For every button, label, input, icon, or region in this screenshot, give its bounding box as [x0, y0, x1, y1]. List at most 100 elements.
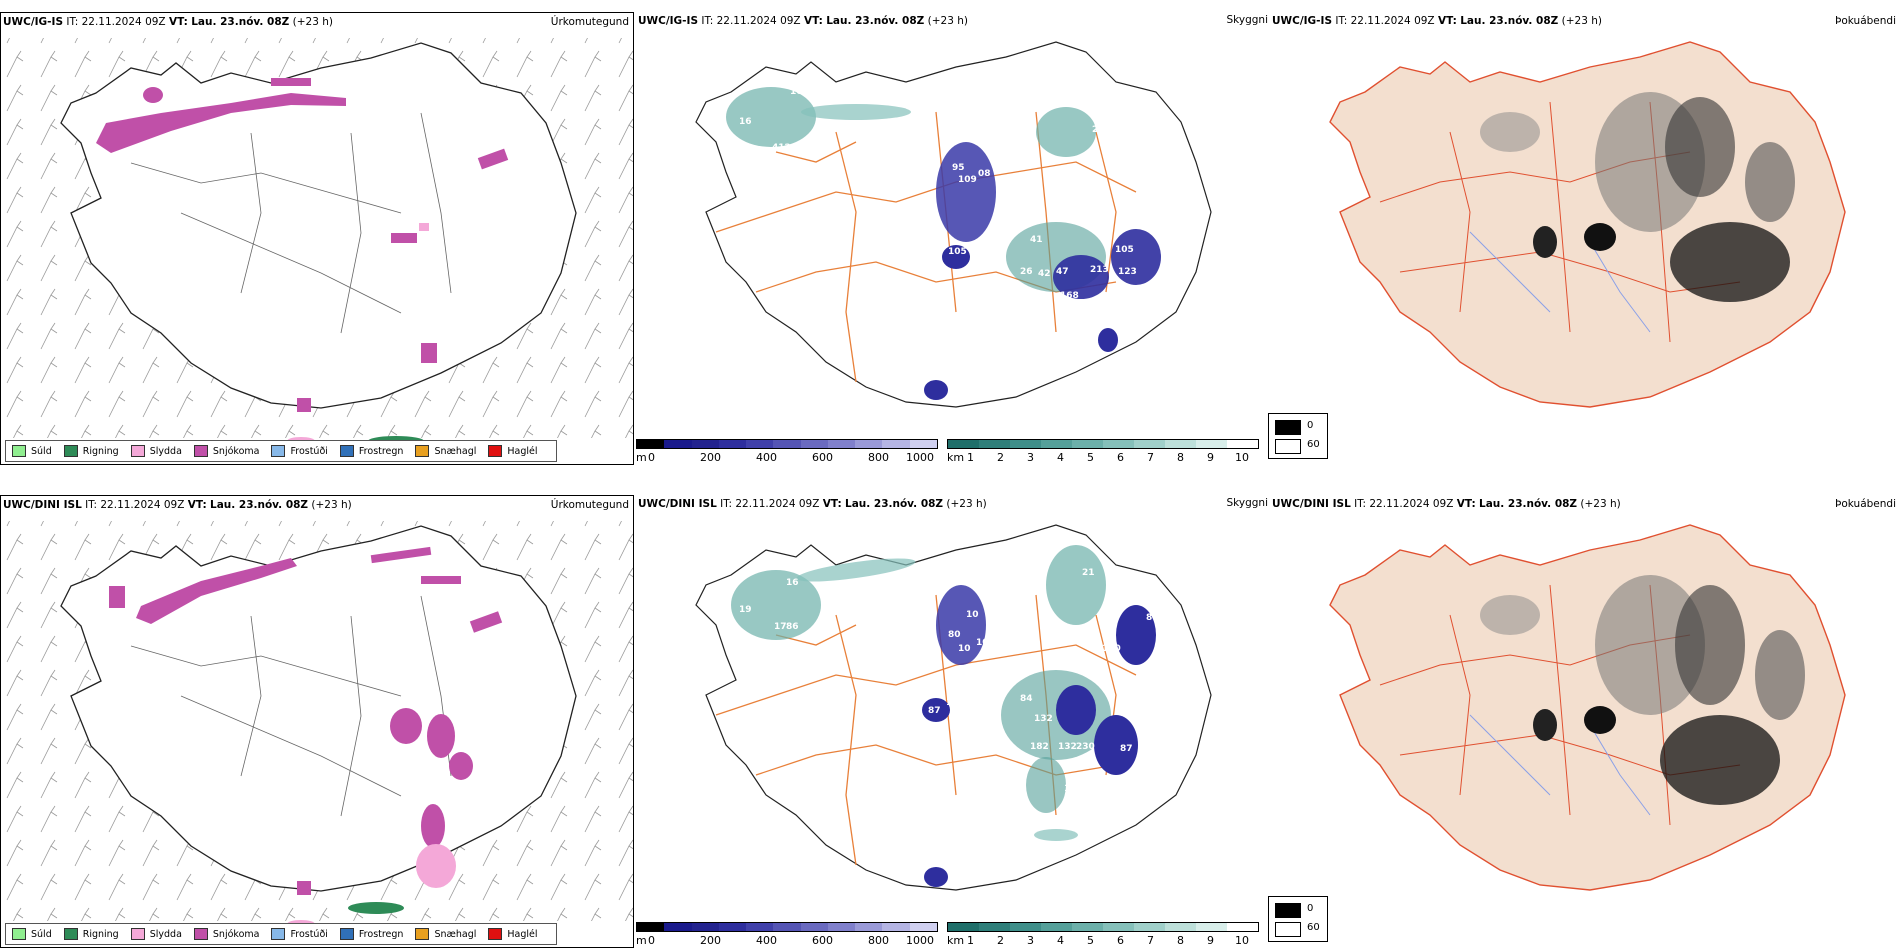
- ceiling-label: 10: [976, 638, 989, 648]
- legend-swatch: [130, 928, 145, 940]
- ceiling-label: 80: [948, 630, 961, 640]
- precip-legend: Súld Rigning Slydda Snjókoma Frostúði Fr…: [5, 440, 557, 462]
- fog-legend: 0 60: [1268, 413, 1328, 459]
- legend-item: Súld: [12, 445, 52, 457]
- precip-map: [3, 521, 633, 928]
- ceiling-label: 86: [786, 622, 799, 632]
- precip-type-panel-1: UWC/IG-IS IT: 22.11.2024 09Z VT: Lau. 23…: [0, 12, 634, 465]
- tick-label: 0: [648, 451, 655, 464]
- legend-swatch: [63, 445, 78, 457]
- ceiling-label: 105: [948, 247, 967, 257]
- legend-swatch: [193, 445, 208, 457]
- tick-label: 3: [1027, 451, 1034, 464]
- ceiling-label: 89: [1054, 213, 1067, 223]
- panel-header: UWC/IG-IS IT: 22.11.2024 09Z VT: Lau. 23…: [3, 16, 333, 28]
- legend-swatch: [12, 928, 26, 940]
- legend-item: Snjókoma: [193, 928, 259, 940]
- tick-label: 10: [1235, 451, 1249, 464]
- fog-value-top: 0: [1307, 903, 1314, 914]
- tick-label: 7: [1147, 451, 1154, 464]
- fog-index-panel-2: UWC/DINI ISL IT: 22.11.2024 09Z VT: Lau.…: [1270, 495, 1900, 948]
- ceiling-label: 10: [958, 644, 971, 654]
- legend-swatch: [339, 928, 354, 940]
- legend-swatch: [271, 445, 286, 457]
- cloud-map: 16 19 17 86 80 10 10 10 87 16 84 132 182…: [695, 524, 1212, 891]
- snow-band: [96, 93, 346, 153]
- legend-swatch: [488, 928, 503, 940]
- legend-swatch: [488, 445, 503, 457]
- tick-label: 4: [1057, 934, 1064, 947]
- ceiling-label: 56: [962, 103, 975, 113]
- panel-title: Skyggni: [1226, 14, 1269, 26]
- tick-label: 7: [1147, 934, 1154, 947]
- iceland-outline: [1329, 41, 1846, 408]
- tick-label: 600: [812, 451, 833, 464]
- ceiling-label: 182: [1030, 742, 1049, 752]
- tick-label: 9: [1207, 451, 1214, 464]
- ceiling-label: 10: [966, 610, 979, 620]
- panel-title: Skyggni: [1226, 497, 1269, 509]
- ceiling-label: 190: [1102, 644, 1121, 654]
- visibility-colorbar: km 1 2 3 4 5 6 7 8 9 10: [947, 439, 1259, 464]
- ceiling-label: 16: [739, 117, 752, 127]
- tick-label: 2: [997, 934, 1004, 947]
- legend-item: Haglél: [488, 928, 538, 940]
- legend-swatch: [193, 928, 208, 940]
- panel-header: UWC/IG-IS IT: 22.11.2024 09Z VT: Lau. 23…: [638, 15, 968, 27]
- ceiling-label: 08: [978, 169, 991, 179]
- legend-swatch: [271, 928, 286, 940]
- tick-label: 2: [997, 451, 1004, 464]
- tick-label: 0: [648, 934, 655, 947]
- ceiling-label: 42: [1038, 269, 1051, 279]
- ceiling-label: 28: [1092, 125, 1105, 135]
- panel-title: Úrkomutegund: [550, 499, 629, 511]
- legend-item: Snjókoma: [193, 445, 259, 457]
- ceiling-label: 168: [1060, 291, 1079, 301]
- legend-item: Slydda: [130, 928, 182, 940]
- legend-swatch: [415, 928, 430, 940]
- legend-item: Haglél: [488, 445, 538, 457]
- visibility-unit: km: [947, 451, 965, 464]
- ceiling-label: 16: [946, 698, 959, 708]
- ceiling-label: 213: [1090, 265, 1109, 275]
- ceiling-label: 16: [786, 578, 799, 588]
- legend-item: Frostregn: [339, 445, 403, 457]
- fog-map: [1329, 41, 1846, 408]
- ceiling-label: 87: [928, 706, 941, 716]
- fog-swatch-bottom: [1275, 439, 1301, 454]
- fog-value-bottom: 60: [1307, 922, 1320, 933]
- precip-legend: Súld Rigning Slydda Snjókoma Frostúði Fr…: [5, 923, 557, 945]
- tick-label: 9: [1207, 934, 1214, 947]
- tick-label: 5: [1087, 934, 1094, 947]
- ceiling-label: 80: [1146, 613, 1159, 623]
- panel-title: Þokuábendi: [1835, 498, 1896, 510]
- panel-title: Úrkomutegund: [550, 16, 629, 28]
- ceiling-label: 105: [1115, 245, 1134, 255]
- legend-item: Rigning: [63, 445, 119, 457]
- ceiling-label: 123: [1118, 267, 1137, 277]
- ceiling-label: 150: [1064, 784, 1083, 794]
- legend-item: Frostúði: [271, 445, 328, 457]
- tick-label: 3: [1027, 934, 1034, 947]
- precip-type-panel-2: UWC/DINI ISL IT: 22.11.2024 09Z VT: Lau.…: [0, 495, 634, 948]
- tick-label: 6: [1117, 451, 1124, 464]
- ceiling-label: 99: [1092, 778, 1105, 788]
- panel-header: UWC/DINI ISL IT: 22.11.2024 09Z VT: Lau.…: [1272, 498, 1621, 510]
- legend-item: Slydda: [130, 445, 182, 457]
- legend-item: Frostúði: [271, 928, 328, 940]
- ceiling-label: 95: [952, 163, 965, 173]
- cloud-visibility-panel-2: UWC/DINI ISL IT: 22.11.2024 09Z VT: Lau.…: [636, 495, 1268, 948]
- tick-label: 6: [1117, 934, 1124, 947]
- legend-swatch: [130, 445, 145, 457]
- legend-swatch: [339, 445, 354, 457]
- snow-band: [136, 558, 297, 624]
- tick-label: 200: [700, 451, 721, 464]
- panel-header: UWC/DINI ISL IT: 22.11.2024 09Z VT: Lau.…: [3, 499, 352, 511]
- tick-label: 800: [868, 451, 889, 464]
- fog-map: [1329, 524, 1846, 891]
- visibility-unit: km: [947, 934, 965, 947]
- tick-label: 1: [967, 934, 974, 947]
- fog-swatch-top: [1275, 903, 1301, 918]
- ceiling-label: 132: [1034, 714, 1053, 724]
- fog-swatch-top: [1275, 420, 1301, 435]
